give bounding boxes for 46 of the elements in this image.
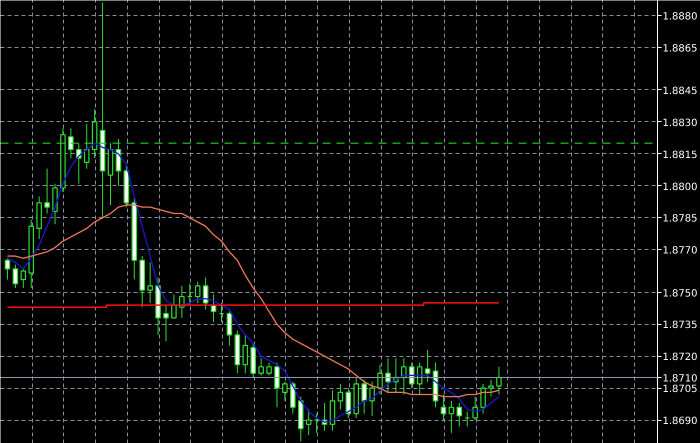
candlestick xyxy=(163,304,169,342)
candlestick xyxy=(472,396,478,421)
candlestick xyxy=(147,262,153,304)
candlestick xyxy=(171,294,177,318)
candlestick xyxy=(338,383,344,410)
y-tick-label: 1.8750 xyxy=(662,288,698,300)
y-tick-label: 1.8865 xyxy=(662,43,698,54)
candlestick xyxy=(12,264,18,289)
candlestick xyxy=(448,400,454,434)
candlestick xyxy=(424,349,430,382)
y-tick-label: 1.8800 xyxy=(662,182,698,193)
y-tick-label: 1.8880 xyxy=(662,11,698,22)
candlestick xyxy=(282,381,288,402)
candlestick xyxy=(361,379,367,414)
candlestick xyxy=(242,334,248,374)
ref-line-label: 1.8710 xyxy=(662,373,698,384)
candlestick xyxy=(290,381,296,414)
candlestick xyxy=(266,362,272,376)
y-tick-label: 1.8770 xyxy=(662,246,698,257)
candlestick xyxy=(346,388,352,418)
candlestick xyxy=(202,276,208,310)
y-tick-label: 1.8785 xyxy=(662,214,698,225)
y-tick-label: 1.8705 xyxy=(662,384,698,396)
candlestick xyxy=(456,402,462,427)
candlestick xyxy=(385,358,391,393)
y-tick-label: 1.8830 xyxy=(662,118,698,129)
candlestick xyxy=(20,268,26,289)
candlestick xyxy=(274,362,280,408)
y-tick-label: 1.8815 xyxy=(662,150,698,161)
candlestick xyxy=(258,358,264,376)
candlestick xyxy=(306,408,312,436)
candlestick xyxy=(330,390,336,432)
candlestick xyxy=(480,383,486,414)
y-tick-label: 1.8735 xyxy=(662,320,698,332)
candlestick xyxy=(68,128,74,159)
candlestick xyxy=(440,394,446,421)
y-tick-label: 1.8720 xyxy=(662,352,698,364)
y-tick-label: 1.8690 xyxy=(662,416,698,428)
candlestick xyxy=(488,379,494,398)
candlestick xyxy=(226,310,232,346)
candlestick xyxy=(194,281,200,304)
candlestick xyxy=(116,138,122,186)
candlestick xyxy=(4,258,10,280)
candlestick xyxy=(84,124,90,170)
candlestick xyxy=(44,168,50,214)
y-tick-label: 1.8845 xyxy=(662,86,698,97)
